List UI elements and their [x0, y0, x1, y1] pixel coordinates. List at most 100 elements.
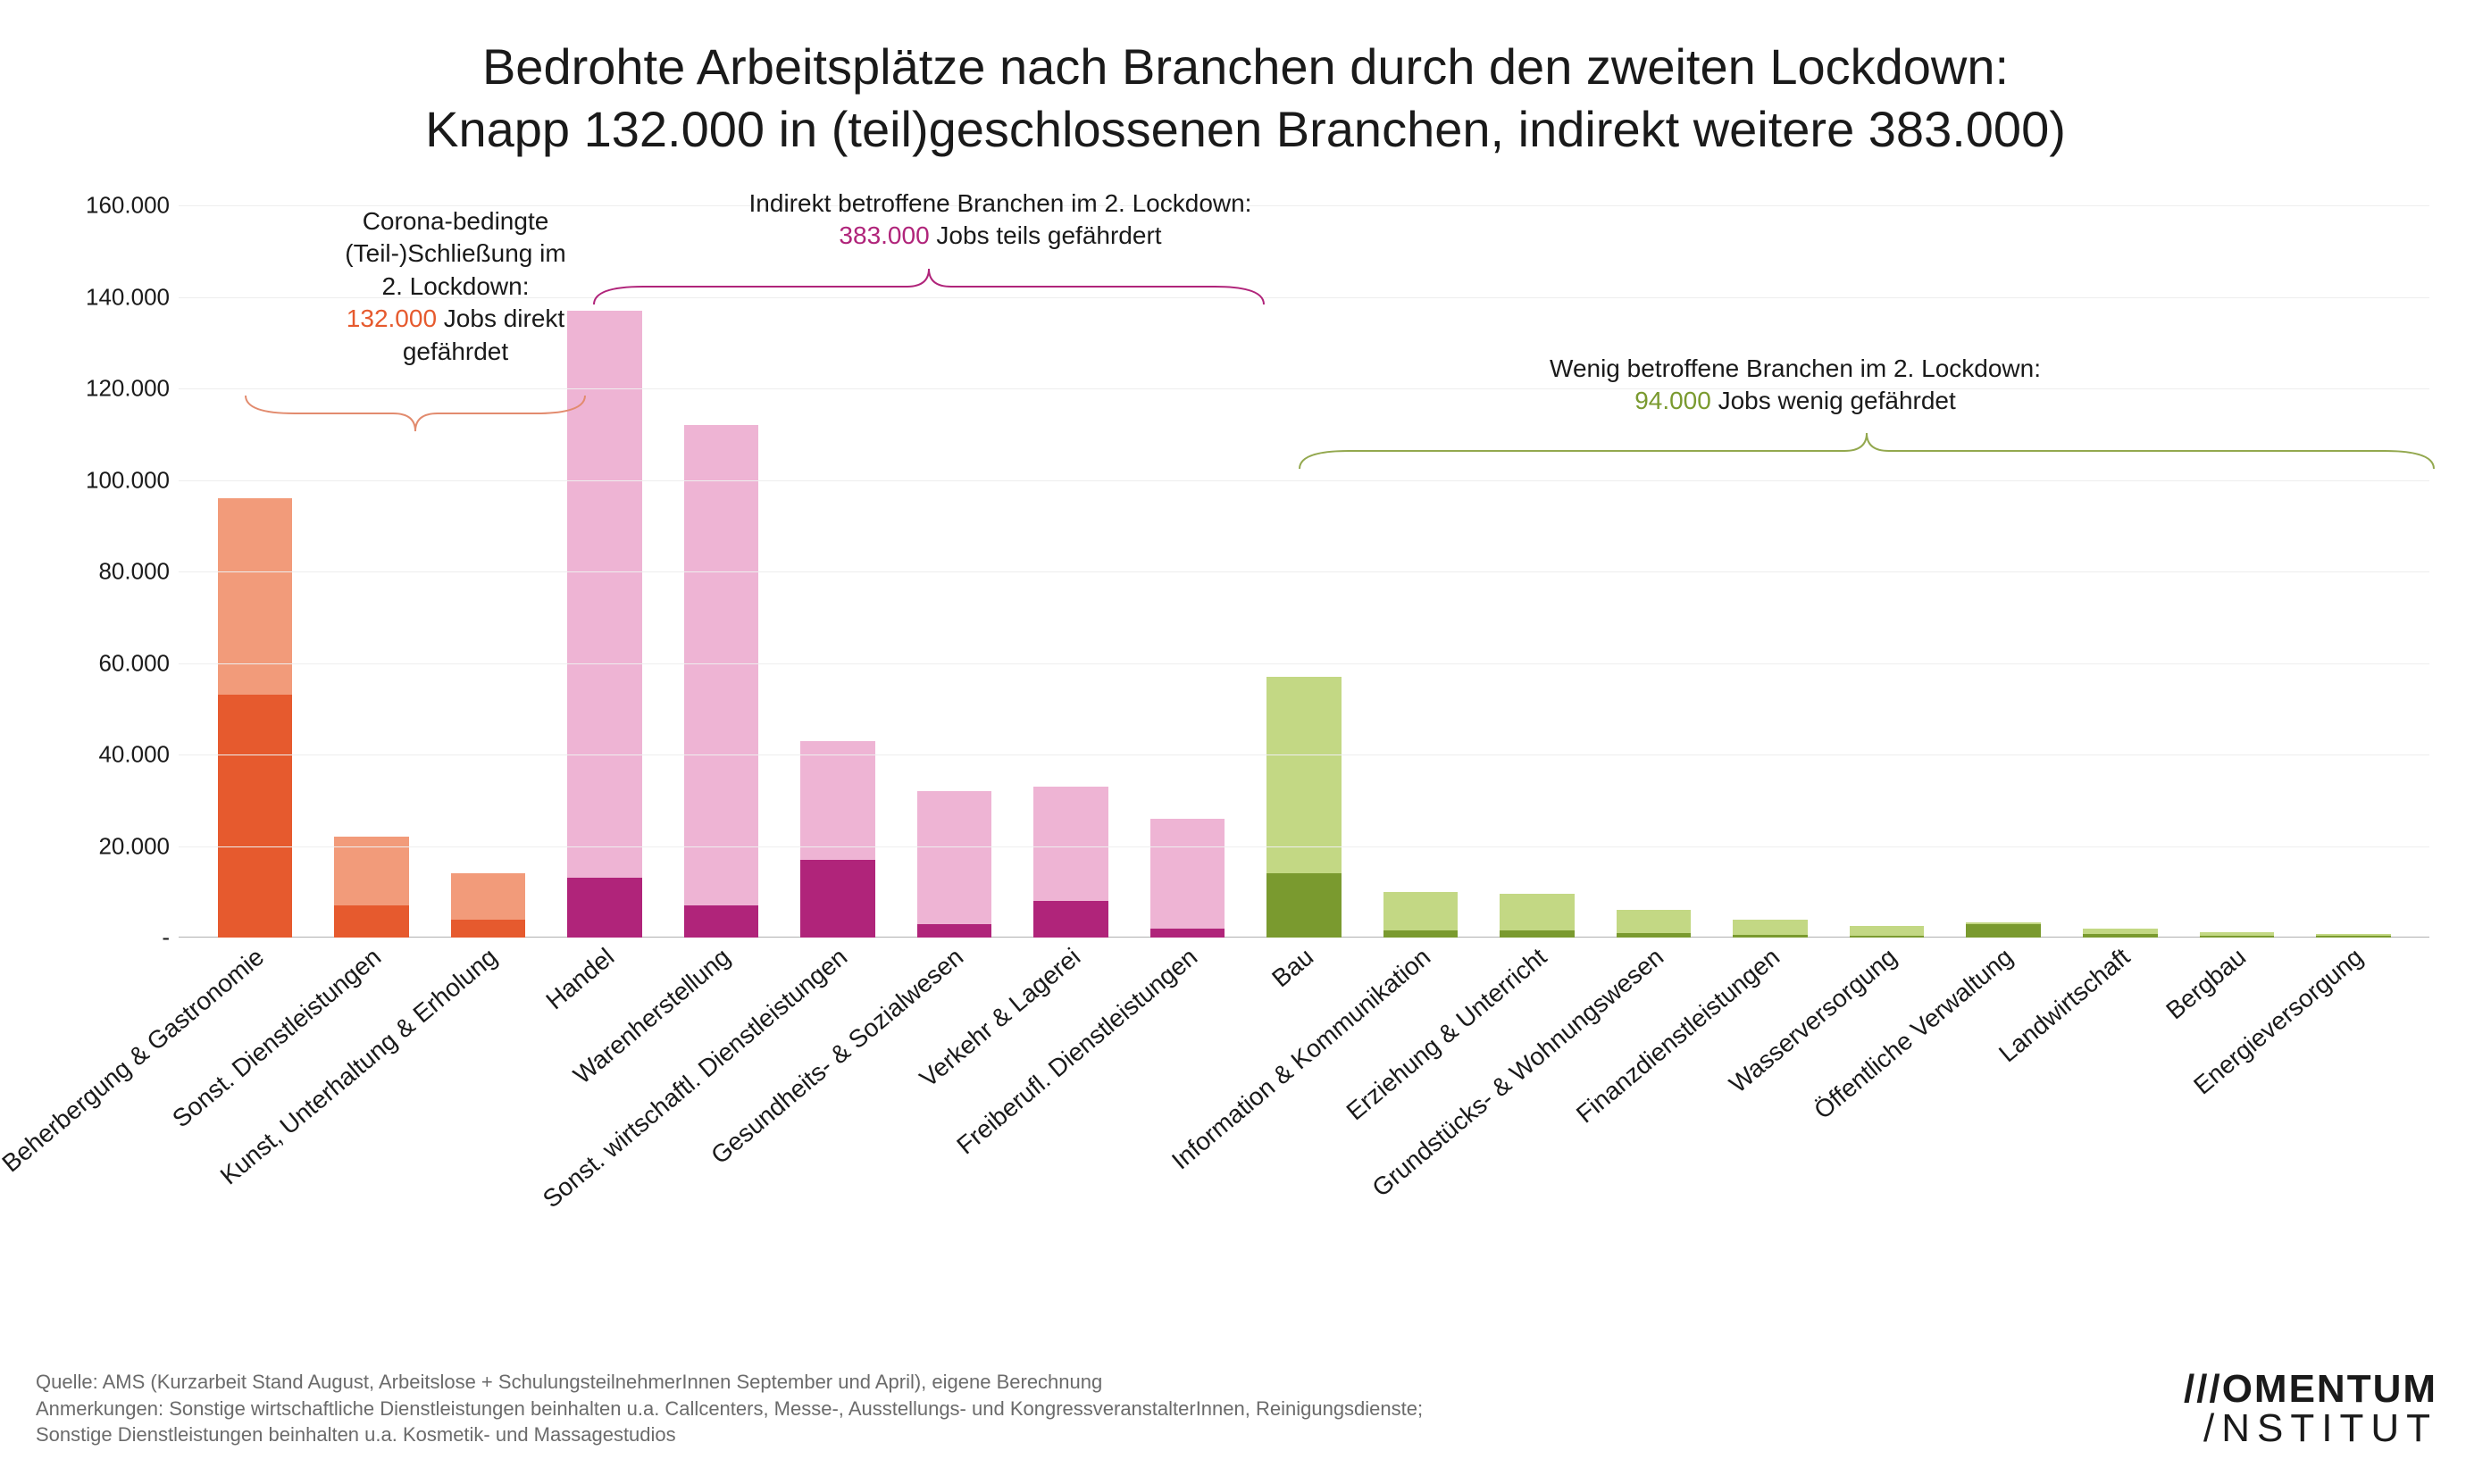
- bar: [1966, 922, 2041, 938]
- bar-slot: [313, 837, 430, 938]
- annotation-indirect: Indirekt betroffene Branchen im 2. Lockd…: [661, 188, 1340, 253]
- footnotes: Quelle: AMS (Kurzarbeit Stand August, Ar…: [36, 1369, 1423, 1448]
- x-label: Handel: [540, 943, 620, 1016]
- bar-segment-dark: [1033, 901, 1108, 938]
- bar-segment-dark: [1150, 929, 1225, 938]
- bar-slot: [196, 498, 313, 938]
- annot-indirect-l1: Indirekt betroffene Branchen im 2. Lockd…: [749, 189, 1252, 217]
- y-tick-label: 140.000: [71, 283, 170, 311]
- bar-segment-dark: [2316, 936, 2391, 938]
- y-tick-label: 20.000: [71, 832, 170, 860]
- gridline: [179, 846, 2429, 847]
- bar: [2316, 934, 2391, 938]
- annot-indirect-hl: 383.000: [839, 221, 929, 249]
- bar-segment-dark: [1383, 930, 1459, 938]
- bar: [917, 791, 992, 938]
- bar-segment-dark: [1966, 924, 2041, 938]
- bar-segment-light: [800, 741, 875, 860]
- bar: [1733, 920, 1808, 938]
- bar-segment-light: [1266, 677, 1342, 873]
- annot-low-l2: Jobs wenig gefährdet: [1711, 387, 1956, 414]
- bar-segment-light: [567, 311, 642, 879]
- annotation-direct: Corona-bedingte (Teil-)Schließung im 2. …: [268, 205, 643, 368]
- bar-segment-light: [1150, 819, 1225, 929]
- bar-segment-light: [1033, 787, 1108, 901]
- bar-segment-light: [1617, 910, 1692, 933]
- bar-slot: [547, 311, 664, 938]
- bar-slot: [2295, 934, 2412, 938]
- bar: [2083, 929, 2158, 938]
- bar-segment-dark: [917, 924, 992, 938]
- annot-low-hl: 94.000: [1634, 387, 1711, 414]
- y-tick-label: 100.000: [71, 466, 170, 494]
- bar-slot: [2178, 932, 2295, 938]
- bar-slot: [780, 741, 897, 938]
- bar-segment-light: [1383, 892, 1459, 931]
- bar: [567, 311, 642, 938]
- annot-direct-l3: 2. Lockdown:: [382, 272, 530, 300]
- x-label-slot: Finanzdienstleistungen: [1712, 946, 1829, 1268]
- bar: [2200, 932, 2275, 938]
- bar-segment-light: [1500, 894, 1575, 930]
- bar-segment-dark: [451, 920, 526, 938]
- bar: [1266, 677, 1342, 938]
- bar-slot: [2062, 929, 2179, 938]
- footnote-1: Quelle: AMS (Kurzarbeit Stand August, Ar…: [36, 1369, 1423, 1396]
- annot-low-l1: Wenig betroffene Branchen im 2. Lockdown…: [1550, 354, 2041, 382]
- bar-segment-light: [218, 498, 293, 695]
- annot-direct-l1: Corona-bedingte: [363, 207, 549, 235]
- footnote-2: Anmerkungen: Sonstige wirtschaftliche Di…: [36, 1396, 1423, 1422]
- bar-slot: [1246, 677, 1363, 938]
- y-tick-label: -: [71, 924, 170, 952]
- title-line-2: Knapp 132.000 in (teil)geschlossenen Bra…: [425, 101, 2066, 157]
- y-tick-label: 40.000: [71, 741, 170, 769]
- logo: ///OMENTUM /NSTITUT: [2184, 1370, 2437, 1448]
- chart-page: Bedrohte Arbeitsplätze nach Branchen dur…: [0, 0, 2491, 1484]
- footnote-3: Sonstige Dienstleistungen beinhalten u.a…: [36, 1421, 1423, 1448]
- bar-segment-dark: [2083, 934, 2158, 938]
- bar: [1383, 892, 1459, 938]
- y-tick-label: 60.000: [71, 649, 170, 677]
- bar-segment-dark: [1850, 936, 1925, 938]
- bar: [218, 498, 293, 938]
- bar: [1033, 787, 1108, 938]
- bar-segment-dark: [2200, 936, 2275, 938]
- x-label-slot: Bergbau: [2178, 946, 2295, 1268]
- annot-direct-l2: (Teil-)Schließung im: [345, 239, 565, 267]
- y-tick-label: 120.000: [71, 375, 170, 403]
- bar-slot: [1362, 892, 1479, 938]
- x-label-slot: Kunst, Unterhaltung & Erholung: [430, 946, 547, 1268]
- annot-direct-l4: Jobs direkt: [437, 304, 564, 332]
- bar-segment-dark: [567, 878, 642, 938]
- bar: [1500, 894, 1575, 938]
- bar-segment-dark: [334, 905, 409, 938]
- bar: [800, 741, 875, 938]
- bar-segment-dark: [1733, 935, 1808, 938]
- bar-slot: [1828, 926, 1945, 938]
- bar: [684, 425, 759, 938]
- bar-slot: [1129, 819, 1246, 938]
- x-labels: Beherbergung & GastronomieSonst. Dienstl…: [179, 946, 2429, 1268]
- bar-segment-light: [1850, 926, 1925, 936]
- chart-title: Bedrohte Arbeitsplätze nach Branchen dur…: [0, 36, 2491, 161]
- annot-direct-hl: 132.000: [347, 304, 437, 332]
- bar-slot: [663, 425, 780, 938]
- bar-segment-light: [334, 837, 409, 905]
- bar: [451, 873, 526, 938]
- bar-segment-dark: [800, 860, 875, 938]
- title-line-1: Bedrohte Arbeitsplätze nach Branchen dur…: [482, 38, 2009, 95]
- bar: [1617, 910, 1692, 938]
- bar-segment-dark: [684, 905, 759, 938]
- bar-slot: [1945, 922, 2062, 938]
- bar-segment-light: [451, 873, 526, 919]
- x-label-slot: Energieversorgung: [2295, 946, 2412, 1268]
- x-label-slot: Öffentliche Verwaltung: [1945, 946, 2062, 1268]
- bar-segment-light: [684, 425, 759, 905]
- annot-indirect-l2: Jobs teils gefährdert: [930, 221, 1162, 249]
- y-tick-label: 80.000: [71, 558, 170, 586]
- logo-line-1: ///OMENTUM: [2184, 1370, 2437, 1409]
- bar-segment-light: [917, 791, 992, 924]
- bar-segment-dark: [1500, 930, 1575, 938]
- bar-segment-dark: [1617, 933, 1692, 938]
- gridline: [179, 480, 2429, 481]
